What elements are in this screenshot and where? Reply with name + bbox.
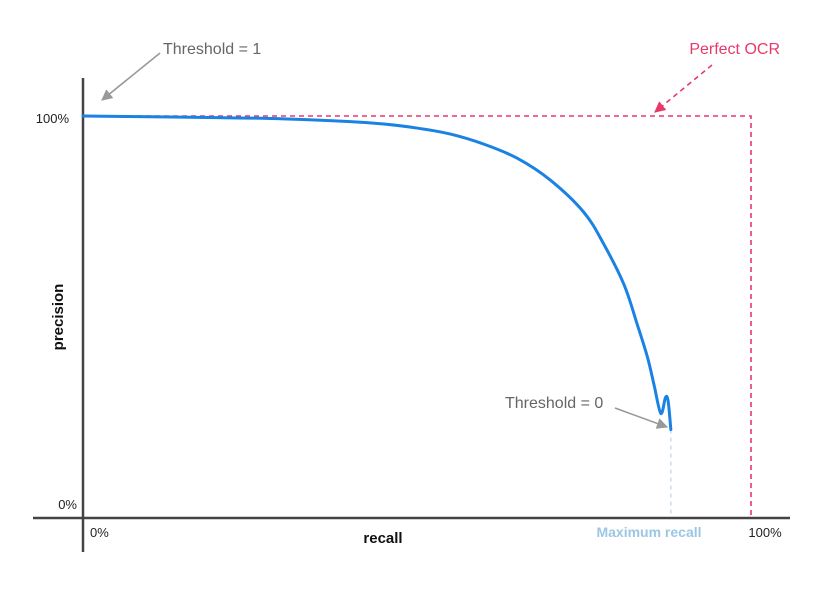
- x-tick-label-100: 100%: [748, 525, 782, 540]
- perfect-ocr-reference-line: [83, 115, 752, 518]
- threshold-one-annotation: Threshold = 1: [163, 41, 261, 58]
- threshold-zero-arrow: [614, 407, 669, 429]
- maximum-recall-label: Maximum recall: [596, 524, 701, 540]
- perfect-ocr-arrow: [654, 64, 713, 113]
- precision-recall-curve: [81, 114, 673, 432]
- y-axis-title: precision: [50, 284, 67, 351]
- x-axis-title: recall: [363, 530, 402, 547]
- threshold-zero-annotation: Threshold = 0: [505, 395, 603, 412]
- threshold-one-arrow: [101, 52, 161, 101]
- y-tick-label-100: 100%: [36, 111, 70, 126]
- y-tick-label-0: 0%: [58, 497, 77, 512]
- perfect-ocr-label: Perfect OCR: [689, 41, 780, 58]
- x-tick-label-0: 0%: [90, 525, 109, 540]
